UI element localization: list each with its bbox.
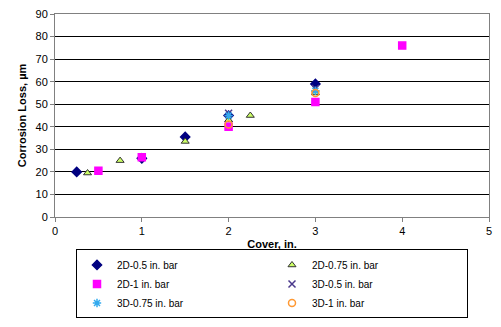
svg-text:4: 4 <box>399 225 405 237</box>
svg-text:3D-0.75 in. bar: 3D-0.75 in. bar <box>117 298 184 309</box>
svg-text:2D-0.5 in. bar: 2D-0.5 in. bar <box>117 260 178 271</box>
svg-text:30: 30 <box>36 143 48 155</box>
svg-text:80: 80 <box>36 30 48 42</box>
svg-text:1: 1 <box>139 225 145 237</box>
svg-text:60: 60 <box>36 76 48 88</box>
svg-text:3: 3 <box>312 225 318 237</box>
svg-text:2D-0.75 in. bar: 2D-0.75 in. bar <box>312 260 379 271</box>
svg-text:2D-1 in. bar: 2D-1 in. bar <box>117 279 170 290</box>
svg-text:0: 0 <box>42 211 48 223</box>
svg-text:Cover, in.: Cover, in. <box>247 238 297 250</box>
svg-text:70: 70 <box>36 53 48 65</box>
svg-text:3D-1 in. bar: 3D-1 in. bar <box>312 298 365 309</box>
svg-text:0: 0 <box>52 225 58 237</box>
svg-text:40: 40 <box>36 121 48 133</box>
svg-text:3D-0.5 in. bar: 3D-0.5 in. bar <box>312 279 373 290</box>
svg-text:20: 20 <box>36 166 48 178</box>
svg-text:50: 50 <box>36 98 48 110</box>
svg-text:2: 2 <box>226 225 232 237</box>
svg-text:90: 90 <box>36 8 48 20</box>
svg-text:Corrosion Loss, µm: Corrosion Loss, µm <box>16 64 28 168</box>
svg-text:10: 10 <box>36 188 48 200</box>
svg-text:5: 5 <box>486 225 492 237</box>
